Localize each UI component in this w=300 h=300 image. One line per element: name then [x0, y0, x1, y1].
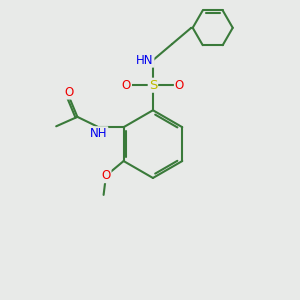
Text: HN: HN [136, 54, 153, 67]
Text: NH: NH [90, 127, 107, 140]
Text: S: S [149, 79, 157, 92]
Text: O: O [101, 169, 111, 182]
Text: O: O [175, 79, 184, 92]
Text: O: O [122, 79, 131, 92]
Text: O: O [64, 85, 73, 99]
